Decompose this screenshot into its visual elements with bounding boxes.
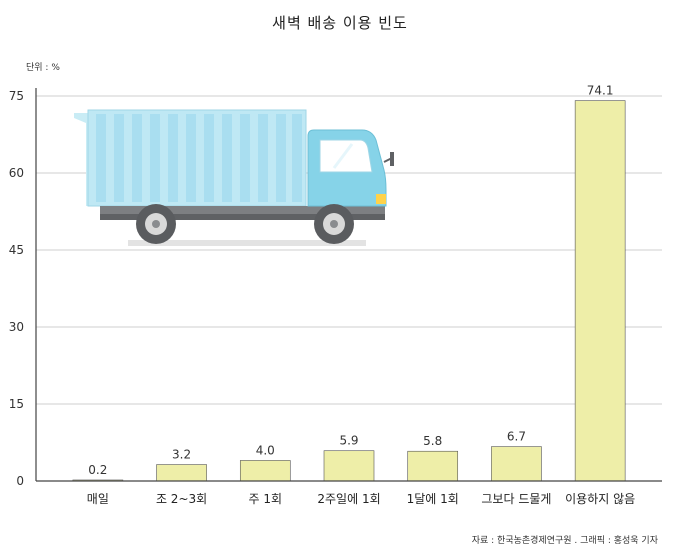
category-label: 1달에 1회 bbox=[407, 492, 459, 506]
category-label: 매일 bbox=[87, 492, 109, 506]
delivery-truck-icon bbox=[74, 109, 394, 246]
chart-title: 새벽 배송 이용 빈도 bbox=[272, 14, 408, 32]
bar bbox=[323, 450, 375, 482]
y-tick-label: 60 bbox=[9, 166, 24, 180]
y-tick-label: 75 bbox=[9, 89, 24, 103]
y-axis: 0 15 30 45 60 75 bbox=[9, 88, 37, 488]
category-label: 조 2~3회 bbox=[156, 492, 207, 506]
value-label: 74.1 bbox=[587, 84, 614, 98]
value-label: 4.0 bbox=[256, 443, 275, 457]
category-label: 이용하지 않음 bbox=[565, 492, 635, 506]
y-tick-label: 30 bbox=[9, 320, 24, 334]
unit-label: 단위 : % bbox=[26, 63, 60, 73]
source-credit: 자료 : 한국농촌경제연구원 . 그래픽 : 홍성욱 기자 bbox=[471, 536, 658, 546]
bar bbox=[239, 460, 291, 482]
bar bbox=[407, 450, 459, 482]
bar-series bbox=[72, 100, 626, 482]
value-label: 3.2 bbox=[172, 448, 191, 462]
bar bbox=[491, 446, 542, 482]
value-label: 0.2 bbox=[88, 463, 107, 477]
category-labels: 매일 조 2~3회 주 1회 2주일에 1회 1달에 1회 그보다 드물게 이용하지 않음 bbox=[87, 492, 635, 506]
y-tick-label: 45 bbox=[9, 243, 24, 257]
bar bbox=[156, 464, 207, 482]
y-tick-label: 15 bbox=[9, 397, 24, 411]
category-label: 그보다 드물게 bbox=[481, 492, 551, 506]
value-label: 5.8 bbox=[423, 434, 442, 448]
value-label: 6.7 bbox=[507, 430, 526, 444]
category-label: 주 1회 bbox=[249, 492, 283, 506]
y-tick-label: 0 bbox=[16, 474, 24, 488]
value-labels: 0.2 3.2 4.0 5.9 5.8 6.7 74.1 bbox=[88, 84, 613, 477]
value-label: 5.9 bbox=[339, 434, 358, 448]
category-label: 2주일에 1회 bbox=[317, 492, 380, 506]
bar bbox=[574, 100, 626, 482]
